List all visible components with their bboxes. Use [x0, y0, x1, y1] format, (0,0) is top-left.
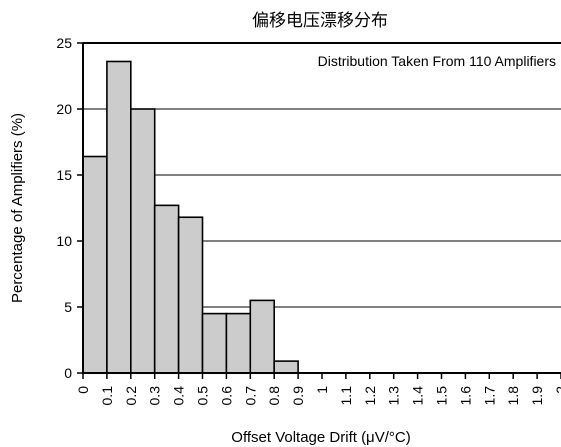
- y-tick-label-2: 10: [56, 233, 72, 249]
- x-tick-label-18: 1.8: [505, 386, 521, 406]
- x-tick-label-17: 1.7: [481, 386, 497, 406]
- bar-4: [177, 216, 204, 374]
- x-tick-label-3: 0.3: [147, 386, 163, 406]
- x-tick-label-11: 1.1: [338, 386, 354, 406]
- bar-2: [130, 108, 156, 374]
- chart-annotation: Distribution Taken From 110 Amplifiers: [318, 53, 556, 69]
- bar-3: [153, 204, 180, 374]
- x-tick-label-14: 1.4: [410, 386, 426, 406]
- y-tick-label-1: 5: [64, 299, 72, 315]
- x-tick-label-1: 0.1: [99, 386, 115, 406]
- x-tick-label-19: 1.9: [529, 386, 545, 406]
- x-tick-label-0: 0: [75, 386, 91, 394]
- y-ticks: 0 5 10 15 20 25: [56, 35, 83, 381]
- x-tick-label-2: 0.2: [123, 386, 139, 406]
- x-tick-label-6: 0.6: [218, 386, 234, 406]
- x-tick-label-7: 0.7: [242, 386, 258, 406]
- y-tick-label-0: 0: [64, 365, 72, 381]
- x-tick-label-20: 2: [553, 386, 561, 394]
- y-tick-label-5: 25: [56, 35, 72, 51]
- bar-6: [225, 312, 252, 374]
- x-tick-label-15: 1.5: [434, 386, 450, 406]
- bar-8: [273, 360, 299, 374]
- x-tick-label-4: 0.4: [171, 386, 187, 406]
- x-tick-label-12: 1.2: [362, 386, 378, 406]
- x-ticks: 0 0.1 0.2 0.3 0.4 0.5 0.6 0.7 0.8 0.9 1 1.1 1.2 1.3 1.…: [75, 373, 561, 405]
- bar-7: [249, 299, 276, 374]
- bar-5: [201, 312, 228, 374]
- x-axis-label: Offset Voltage Drift (μV/°C): [231, 429, 410, 446]
- x-tick-label-9: 0.9: [290, 386, 306, 406]
- chart-title: 偏移电压漂移分布: [252, 11, 388, 31]
- y-tick-label-4: 20: [56, 101, 72, 117]
- x-tick-label-5: 0.5: [195, 386, 211, 406]
- bars: [82, 60, 299, 374]
- y-axis-label: Percentage of Amplifiers (%): [9, 113, 26, 303]
- x-tick-label-16: 1.6: [457, 386, 473, 406]
- x-tick-label-13: 1.3: [386, 386, 402, 406]
- bar-1: [106, 60, 132, 374]
- y-tick-label-3: 15: [56, 167, 72, 183]
- x-tick-label-10: 1: [314, 386, 330, 394]
- x-tick-label-8: 0.8: [266, 386, 282, 406]
- bar-0: [82, 155, 108, 374]
